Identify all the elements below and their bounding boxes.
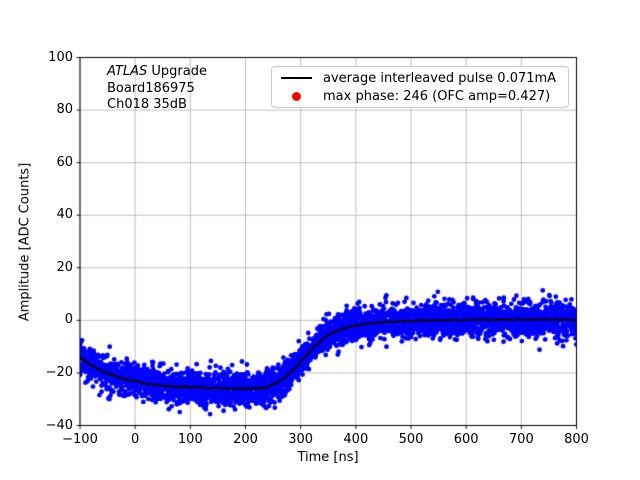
y-tick-label: 40 (56, 207, 73, 223)
annotation-line-channel: Ch018 35dB (107, 97, 187, 112)
x-tick-label: 200 (233, 432, 258, 447)
x-tick-label: 400 (343, 432, 369, 447)
x-tick-label: −100 (62, 432, 98, 447)
x-tick-label: 800 (564, 432, 589, 447)
legend-item-max-phase: max phase: 246 (OFC amp=0.427) (277, 87, 563, 105)
experiment-suffix: Upgrade (147, 64, 207, 79)
y-axis-label: Amplitude [ADC Counts] (17, 162, 33, 322)
x-tick-label: 700 (508, 432, 534, 447)
x-tick-label: 500 (398, 432, 424, 447)
x-axis-label: Time [ns] (297, 450, 359, 465)
y-tick-label: 0 (64, 312, 73, 328)
annotation-block: ATLAS Upgrade Board186975 Ch018 35dB (107, 64, 207, 114)
x-tick-label: 600 (453, 432, 479, 447)
x-tick-label: 0 (131, 432, 140, 447)
legend-label-max-phase: max phase: 246 (OFC amp=0.427) (323, 88, 551, 104)
legend-marker-cell (277, 77, 315, 79)
y-tick-label: 60 (56, 154, 73, 170)
y-tick-label: −40 (45, 417, 73, 433)
experiment-name: ATLAS (107, 64, 148, 79)
legend-label-average-pulse: average interleaved pulse 0.071mA (323, 70, 557, 86)
legend-marker-cell (277, 91, 315, 101)
line-swatch-icon (280, 77, 312, 79)
legend-box: average interleaved pulse 0.071mA max ph… (271, 66, 569, 108)
dot-swatch-icon (291, 91, 301, 101)
annotation-line-experiment: ATLAS Upgrade (107, 64, 207, 81)
x-tick-label: 100 (177, 432, 203, 447)
y-tick-label: −20 (45, 364, 73, 380)
y-tick-label: 20 (56, 259, 73, 275)
y-tick-label: 80 (56, 102, 73, 118)
y-tick-label: 100 (48, 49, 73, 65)
annotation-line-board: Board186975 (107, 80, 195, 96)
legend-item-average-pulse: average interleaved pulse 0.071mA (277, 69, 563, 87)
x-tick-label: 300 (288, 432, 314, 447)
